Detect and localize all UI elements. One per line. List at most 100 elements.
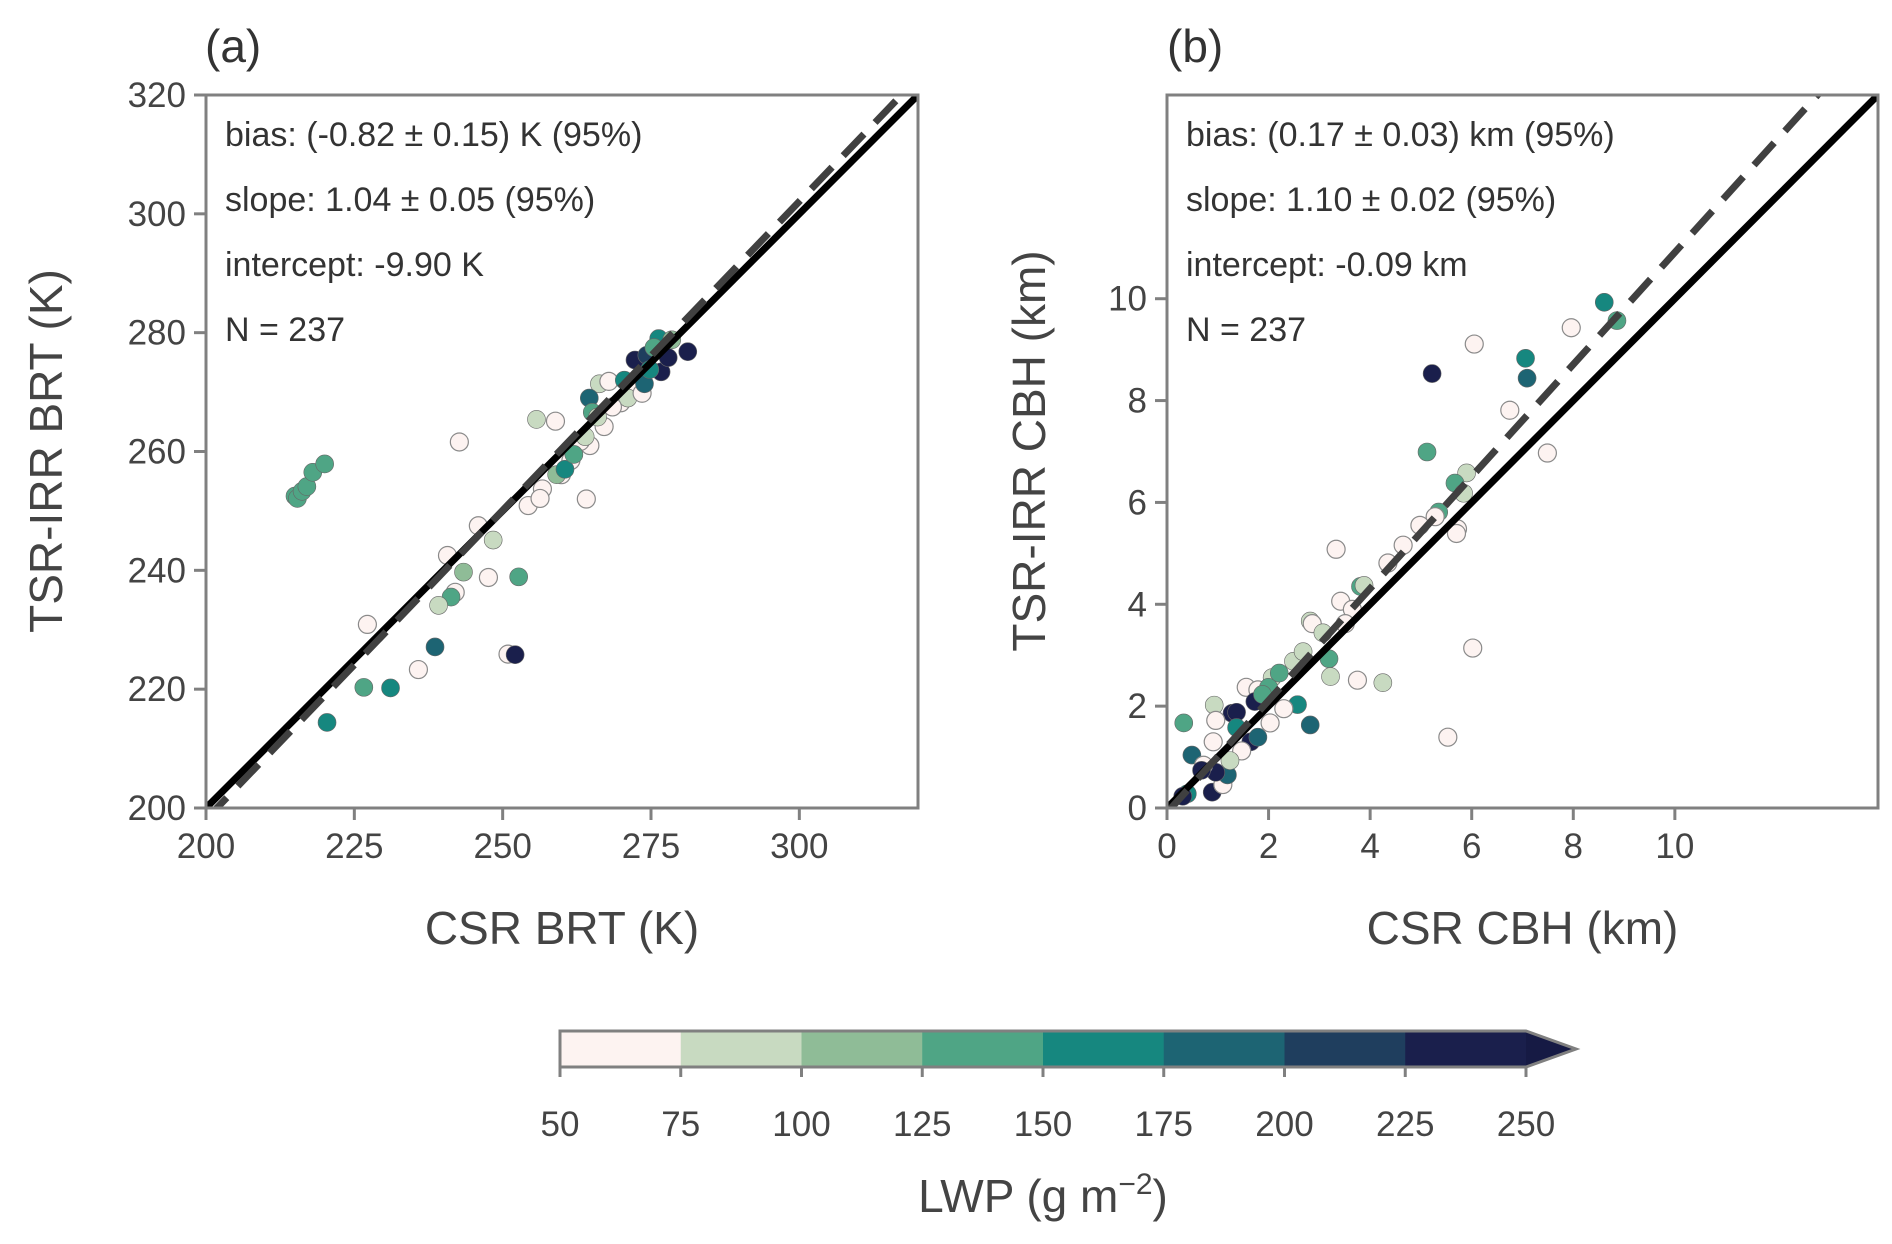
- stats-annotation: intercept: -0.09 km: [1186, 246, 1468, 284]
- y-tick-label: 10: [1108, 280, 1147, 319]
- data-point: [1300, 715, 1320, 735]
- data-point: [1500, 400, 1520, 420]
- data-point: [1321, 667, 1340, 686]
- x-tick-label: 225: [325, 827, 383, 866]
- panel-a-label: (a): [205, 20, 261, 72]
- x-tick-label: 275: [622, 827, 680, 866]
- colorbar-tick-label: 75: [661, 1105, 700, 1144]
- y-tick-label: 280: [128, 314, 186, 353]
- data-point: [449, 432, 469, 452]
- data-point: [678, 342, 698, 361]
- y-axis-label: TSR-IRR CBH (km): [1003, 250, 1055, 651]
- data-point: [429, 596, 448, 615]
- data-point: [527, 410, 546, 429]
- data-point: [555, 460, 575, 479]
- stats-annotation: N = 237: [225, 311, 345, 349]
- panel-b: (b) 0 2 4 6 8 10 0 2 4 6 8 10 CSR CBH (km) TSR-IRR CB…: [1003, 20, 1880, 954]
- colorbar-tick-label: 175: [1135, 1105, 1193, 1144]
- data-point: [1438, 727, 1458, 747]
- stats-annotation: slope: 1.04 ± 0.05 (95%): [225, 181, 595, 219]
- y-axis-label: TSR-IRR BRT (K): [20, 269, 72, 633]
- data-point: [1417, 442, 1437, 462]
- data-point: [1594, 292, 1614, 312]
- data-point: [408, 659, 429, 680]
- colorbar: 50 75 100 125 150 175 200 225 250: [541, 1029, 1581, 1144]
- data-point: [1174, 713, 1194, 733]
- data-point: [1464, 334, 1484, 354]
- x-axis-label: CSR CBH (km): [1367, 902, 1679, 954]
- stats-annotation: intercept: -9.90 K: [225, 246, 484, 284]
- x-tick-label: 200: [177, 827, 235, 866]
- y-tick-label: 240: [128, 551, 186, 590]
- colorbar-segment: [680, 1031, 802, 1067]
- data-point: [483, 530, 503, 550]
- data-point: [1463, 638, 1483, 658]
- data-point: [357, 614, 377, 635]
- data-point: [1203, 732, 1223, 752]
- data-point: [1517, 368, 1537, 388]
- colorbar-segment: [1405, 1031, 1527, 1067]
- colorbar-label: LWP (g m−2): [918, 1168, 1168, 1222]
- data-point: [315, 454, 334, 474]
- y-tick-label: 2: [1128, 687, 1147, 726]
- data-point: [354, 678, 374, 697]
- y-tick-label: 8: [1128, 382, 1147, 421]
- colorbar-outline: [558, 1029, 1581, 1069]
- x-tick-label: 300: [770, 827, 828, 866]
- data-point: [1347, 670, 1368, 690]
- y-tick-label: 6: [1128, 483, 1147, 522]
- colorbar-segment: [922, 1031, 1044, 1067]
- colorbar-extend-arrow: [1526, 1031, 1576, 1067]
- stats-annotation: slope: 1.10 ± 0.02 (95%): [1186, 181, 1556, 219]
- colorbar-segment: [1163, 1031, 1285, 1067]
- stats-annotation: bias: (0.17 ± 0.03) km (95%): [1186, 116, 1615, 154]
- colorbar-segment: [801, 1031, 923, 1067]
- data-point: [1561, 318, 1581, 338]
- colorbar-tick-label: 50: [541, 1105, 580, 1144]
- data-point: [1373, 673, 1393, 693]
- data-point: [425, 637, 445, 657]
- colorbar-segment: [1043, 1031, 1165, 1067]
- data-point: [1274, 699, 1294, 719]
- y-tick-label: 0: [1128, 789, 1147, 828]
- data-point: [509, 567, 528, 587]
- colorbar-label-exponent: −2: [1118, 1168, 1152, 1201]
- data-point: [1516, 349, 1535, 368]
- y-tick-label: 200: [128, 789, 186, 828]
- data-point: [1422, 364, 1442, 383]
- data-point: [1269, 663, 1289, 683]
- data-point: [1260, 713, 1280, 733]
- data-point: [530, 488, 550, 509]
- x-tick-label: 4: [1360, 827, 1379, 866]
- x-tick-label: 0: [1157, 827, 1176, 866]
- x-tick-label: 6: [1462, 827, 1481, 866]
- x-axis-label: CSR BRT (K): [425, 902, 699, 954]
- x-tick-label: 8: [1564, 827, 1583, 866]
- colorbar-tick-label: 125: [893, 1105, 951, 1144]
- colorbar-label-text: LWP (g m: [918, 1170, 1118, 1222]
- colorbar-tick-label: 225: [1376, 1105, 1434, 1144]
- y-tick-label: 220: [128, 670, 186, 709]
- panel-b-label: (b): [1167, 20, 1223, 72]
- stats-annotation: bias: (-0.82 ± 0.15) K (95%): [225, 116, 642, 154]
- stats-annotation: N = 237: [1186, 311, 1306, 349]
- data-point: [317, 713, 337, 732]
- data-point: [1248, 727, 1268, 747]
- y-tick-label: 320: [128, 76, 186, 115]
- data-point: [545, 411, 566, 431]
- x-tick-label: 2: [1259, 827, 1278, 866]
- data-point: [1220, 751, 1240, 770]
- plot-area: [1167, 95, 1878, 808]
- axes-frame: [1165, 93, 1880, 810]
- plot-area: [206, 95, 918, 808]
- colorbar-segment: [1284, 1031, 1406, 1067]
- y-tick-label: 300: [128, 195, 186, 234]
- colorbar-tick-label: 250: [1497, 1105, 1555, 1144]
- y-tick-label: 4: [1128, 585, 1147, 624]
- data-point: [1537, 443, 1557, 463]
- colorbar-tick-label: 200: [1255, 1105, 1313, 1144]
- colorbar-tick-label: 150: [1014, 1105, 1072, 1144]
- colorbar-segment: [560, 1031, 682, 1067]
- colorbar-label-close: ): [1153, 1170, 1168, 1222]
